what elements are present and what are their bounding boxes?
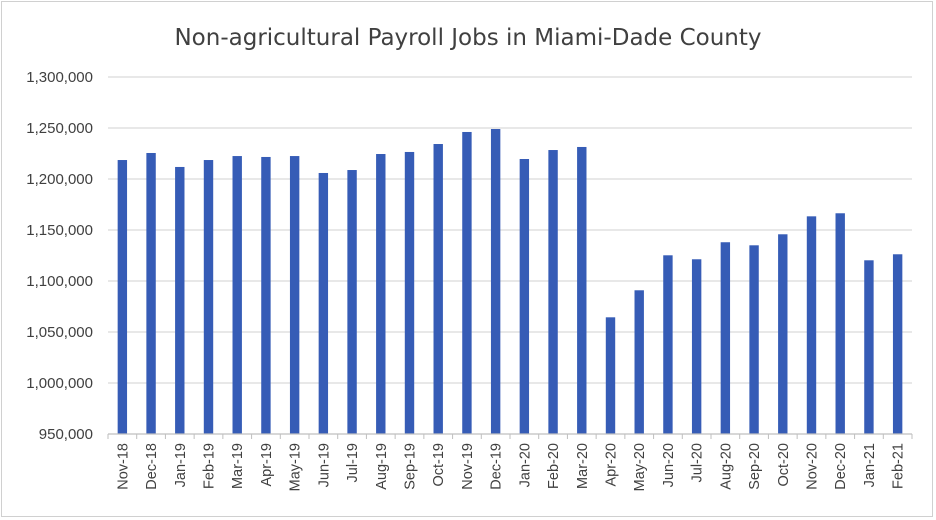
x-tick-label: May-19 — [288, 443, 304, 491]
x-tick-label: Dec-18 — [144, 443, 160, 490]
x-tick-label: Apr-19 — [259, 443, 275, 487]
bar-oct-19 — [433, 144, 443, 434]
bar-jun-20 — [663, 255, 673, 434]
x-tick-label: Feb-20 — [546, 443, 562, 489]
x-tick-label: Oct-19 — [431, 443, 447, 487]
x-tick-label: Nov-20 — [805, 443, 821, 490]
bar-nov-20 — [806, 216, 817, 434]
x-tick-label: Aug-19 — [374, 443, 390, 490]
bar-oct-20 — [778, 234, 788, 434]
x-tick-label: Sep-19 — [403, 443, 419, 490]
x-tick-label: Oct-20 — [776, 443, 792, 487]
x-tick-label: Jan-21 — [862, 443, 878, 487]
x-tick-label: Jan-19 — [173, 443, 189, 487]
bar-nov-18 — [117, 160, 128, 434]
x-tick-label: Sep-20 — [747, 443, 763, 490]
x-tick-label: Jun-19 — [316, 443, 332, 487]
x-tick-label: Jul-19 — [345, 443, 361, 483]
y-tick-label: 1,250,000 — [26, 120, 93, 137]
bar-nov-19 — [462, 131, 472, 434]
bar-jul-20 — [691, 259, 702, 434]
x-tick-label: Apr-20 — [604, 443, 620, 487]
bar-jan-21 — [864, 260, 874, 434]
x-tick-label: Nov-18 — [115, 443, 131, 490]
x-tick-label: Feb-21 — [891, 443, 907, 489]
bar-aug-20 — [720, 242, 731, 434]
bar-dec-20 — [835, 213, 845, 434]
bar-apr-19 — [261, 156, 271, 434]
x-tick-label: May-20 — [632, 443, 648, 491]
y-tick-label: 1,000,000 — [26, 375, 93, 392]
bar-may-19 — [289, 156, 300, 435]
x-tick-label: Jan-20 — [517, 443, 533, 487]
x-tick-label: Dec-20 — [833, 443, 849, 490]
bar-mar-20 — [577, 146, 587, 435]
y-tick-label: 1,300,000 — [26, 69, 93, 86]
x-tick-label: Dec-19 — [489, 443, 505, 490]
bar-mar-19 — [232, 156, 242, 435]
bar-jan-20 — [519, 159, 530, 434]
y-tick-label: 1,200,000 — [26, 171, 93, 188]
bar-aug-19 — [376, 154, 386, 434]
chart-title: Non-agricultural Payroll Jobs in Miami-D… — [174, 25, 761, 51]
bar-jul-19 — [347, 170, 357, 435]
x-tick-label: Nov-19 — [460, 443, 476, 490]
bar-feb-20 — [548, 150, 558, 435]
y-tick-label: 1,150,000 — [26, 222, 93, 239]
bar-feb-19 — [203, 160, 214, 434]
x-tick-label: Mar-19 — [230, 443, 246, 489]
x-tick-label: Jul-20 — [690, 443, 706, 483]
y-tick-label: 950,000 — [39, 426, 93, 443]
x-tick-label: Feb-19 — [202, 443, 218, 489]
bar-may-20 — [634, 290, 644, 434]
bar-sep-19 — [404, 151, 415, 434]
bar-jan-19 — [175, 166, 185, 435]
y-tick-label: 1,100,000 — [26, 273, 93, 290]
bar-apr-20 — [605, 317, 616, 434]
y-tick-label: 1,050,000 — [26, 324, 93, 341]
x-tick-label: Jun-20 — [661, 443, 677, 487]
x-tick-label: Mar-20 — [575, 443, 591, 489]
bar-sep-20 — [749, 245, 759, 434]
bar-dec-18 — [146, 152, 156, 435]
bar-jun-19 — [318, 172, 329, 434]
bar-feb-21 — [892, 254, 903, 434]
bar-dec-19 — [490, 129, 501, 434]
x-tick-label: Aug-20 — [718, 443, 734, 490]
